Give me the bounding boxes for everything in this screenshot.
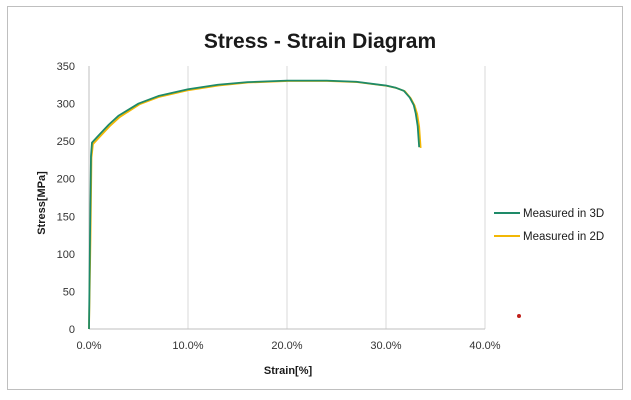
- chart-frame: Stress - Strain Diagram 0 50 100 150 200 250 3…: [7, 6, 623, 390]
- y-tick-label: 100: [57, 249, 75, 261]
- legend-entry-label: Measured in 3D: [523, 208, 604, 220]
- legend-entry-label: Measured in 2D: [523, 231, 604, 243]
- x-axis-label: Strain[%]: [264, 365, 313, 377]
- series-line-measured-in-3d: [88, 79, 421, 330]
- y-tick-label: 350: [57, 61, 75, 73]
- x-tick-label: 30.0%: [370, 340, 401, 352]
- legend: Measured in 3D Measured in 2D: [494, 208, 604, 243]
- chart-title: Stress - Strain Diagram: [204, 30, 436, 53]
- y-tick-label: 200: [57, 174, 75, 186]
- grid-lines: [187, 66, 486, 329]
- y-tick-labels: 0 50 100 150 200 250 300 350: [57, 61, 75, 336]
- series-line-measured-in-2d: [88, 80, 422, 330]
- y-tick-label: 150: [57, 211, 75, 223]
- x-tick-label: 0.0%: [76, 340, 101, 352]
- y-tick-label: 50: [63, 286, 75, 298]
- stray-marker-dot: [517, 314, 521, 318]
- y-tick-label: 0: [69, 324, 75, 336]
- y-tick-label: 250: [57, 136, 75, 148]
- x-tick-labels: 0.0% 10.0% 20.0% 30.0% 40.0%: [76, 340, 500, 352]
- stress-strain-chart: Stress - Strain Diagram 0 50 100 150 200 250 3…: [36, 30, 604, 377]
- series-lines: [88, 79, 422, 330]
- y-axis-label: Stress[MPa]: [36, 171, 48, 235]
- x-tick-label: 20.0%: [271, 340, 302, 352]
- y-tick-label: 300: [57, 99, 75, 111]
- x-tick-label: 10.0%: [172, 340, 203, 352]
- x-tick-label: 40.0%: [469, 340, 500, 352]
